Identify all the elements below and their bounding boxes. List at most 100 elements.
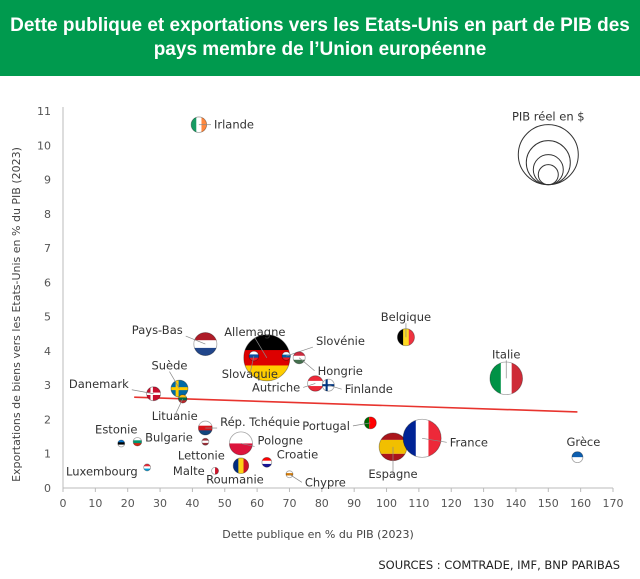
y-tick-label: 10 xyxy=(37,139,51,152)
point-label: Hongrie xyxy=(318,364,363,378)
point-label: Danemark xyxy=(69,377,129,391)
x-tick-label: 150 xyxy=(538,497,559,510)
point-label: Luxembourg xyxy=(66,464,138,478)
point-outline xyxy=(292,351,306,365)
point-outline xyxy=(117,439,126,448)
x-tick-label: 70 xyxy=(282,497,296,510)
label-connector xyxy=(169,371,180,389)
point-label: Allemagne xyxy=(224,325,285,339)
point-outline xyxy=(248,350,260,362)
point-label: Suède xyxy=(151,359,187,373)
point-label: Finlande xyxy=(345,382,393,396)
label-connector xyxy=(289,473,303,483)
point-outline xyxy=(402,418,442,458)
x-tick-label: 80 xyxy=(315,497,329,510)
point-portugal xyxy=(364,416,377,429)
scatter-chart: 0 10 20 30 40 50 60 70 80 90 100 110 120 130 140 150 160… xyxy=(10,105,624,572)
size-legend-circle xyxy=(537,164,559,186)
point-bulgarie xyxy=(133,437,142,446)
x-tick-label: 60 xyxy=(250,497,264,510)
point-label: Estonie xyxy=(95,422,137,436)
x-tick-label: 100 xyxy=(376,497,397,510)
point-malte xyxy=(211,467,219,475)
point-label: Irlande xyxy=(214,118,254,132)
point-label: Portugal xyxy=(302,419,350,433)
point-estonie xyxy=(117,439,125,447)
point-label: Pays-Bas xyxy=(132,323,183,337)
x-tick-label: 40 xyxy=(185,497,199,510)
label-connector xyxy=(328,384,342,390)
point-roumanie xyxy=(233,457,249,474)
y-tick-label: 2 xyxy=(44,413,51,426)
point-slov-nie xyxy=(281,351,291,361)
point-label: Roumanie xyxy=(206,473,264,487)
x-tick-label: 110 xyxy=(408,497,429,510)
point-label: Belgique xyxy=(381,310,431,324)
label-connector xyxy=(240,443,255,447)
y-tick-label: 3 xyxy=(44,379,51,392)
label-connector xyxy=(254,337,268,358)
point-label: Lettonie xyxy=(178,449,225,463)
point-pologne xyxy=(229,431,253,455)
label-connector xyxy=(352,422,371,427)
point-label: Pologne xyxy=(258,433,303,447)
x-tick-label: 160 xyxy=(570,497,591,510)
size-legend: PIB réel en $ xyxy=(512,110,585,186)
label-connector xyxy=(303,383,316,388)
point-gr-ce xyxy=(571,451,583,463)
point-croatie xyxy=(261,457,272,468)
x-tick-label: 130 xyxy=(473,497,494,510)
label-connector xyxy=(298,357,315,372)
label-connector xyxy=(131,389,154,395)
y-tick-label: 8 xyxy=(44,208,51,221)
x-axis-ticks: 0 10 20 30 40 50 60 70 80 90 100 110 120 130 140 150 160… xyxy=(60,488,624,510)
point-label: Malte xyxy=(173,464,205,478)
x-tick-label: 90 xyxy=(347,497,361,510)
point-outline xyxy=(261,456,273,468)
point-outline xyxy=(571,451,584,464)
chart-header: Dette publique et exportations vers les … xyxy=(0,0,640,76)
point-label: Croatie xyxy=(277,447,318,461)
point-outline xyxy=(281,351,291,361)
x-tick-label: 170 xyxy=(603,497,624,510)
x-tick-label: 140 xyxy=(505,497,526,510)
y-tick-label: 0 xyxy=(44,482,51,495)
y-tick-label: 7 xyxy=(44,242,51,255)
x-axis-title: Dette publique en % du PIB (2023) xyxy=(222,528,414,541)
point-lettonie xyxy=(201,438,209,446)
point-outline xyxy=(201,437,210,446)
point-outline xyxy=(321,378,335,392)
label-connector xyxy=(249,355,255,375)
point-outline xyxy=(178,394,188,404)
point-outline xyxy=(132,437,143,447)
y-tick-label: 6 xyxy=(44,276,51,289)
point-outline xyxy=(143,463,151,472)
label-connector xyxy=(286,346,314,357)
point-luxembourg xyxy=(143,463,151,471)
x-tick-label: 20 xyxy=(121,497,135,510)
x-tick-label: 120 xyxy=(441,497,462,510)
point-outline xyxy=(232,457,250,474)
y-axis-title: Exportations de biens vers les Etats-Uni… xyxy=(10,147,23,482)
chart-area: 0 10 20 30 40 50 60 70 80 90 100 110 120 130 140 150 160… xyxy=(0,76,640,579)
size-legend-circle xyxy=(532,154,564,186)
point-label: Grèce xyxy=(566,435,600,449)
point-label: Autriche xyxy=(252,380,300,394)
source-note: SOURCES : COMTRADE, IMF, BNP PARIBAS xyxy=(378,558,620,572)
point-label: Chypre xyxy=(305,475,346,489)
point-outline xyxy=(193,332,218,356)
label-connector xyxy=(422,437,447,443)
x-tick-label: 0 xyxy=(60,497,67,510)
trend-line xyxy=(134,396,578,413)
label-connector xyxy=(174,398,184,417)
size-legend-label: PIB réel en $ xyxy=(512,110,585,124)
point-outline xyxy=(229,431,253,456)
point-label: Italie xyxy=(492,347,520,361)
point-pays-bas xyxy=(193,332,217,356)
label-connector xyxy=(185,335,206,345)
point-outline xyxy=(285,470,294,479)
point-label: France xyxy=(450,435,488,449)
y-tick-label: 1 xyxy=(44,448,51,461)
point-outline xyxy=(211,466,219,475)
